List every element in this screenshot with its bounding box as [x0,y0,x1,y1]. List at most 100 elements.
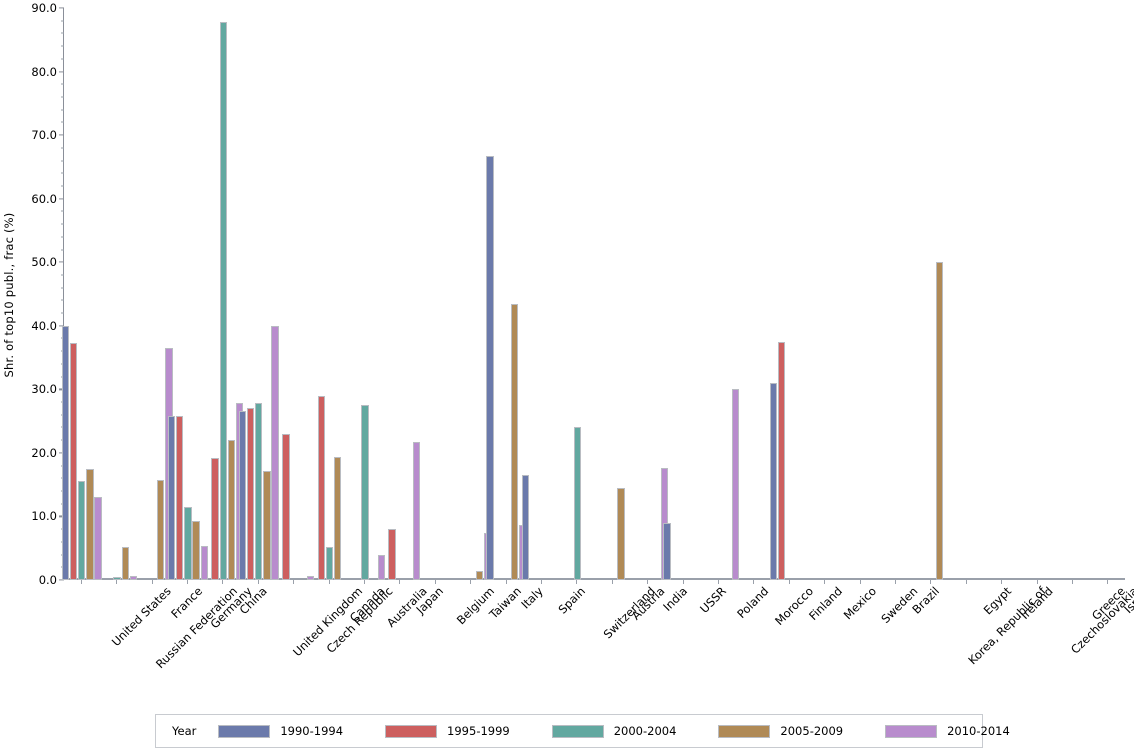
legend-swatch [885,724,938,738]
y-minor-tick-mark [61,160,64,162]
bar[interactable] [211,457,219,580]
x-tick-mark [116,580,118,584]
bar[interactable] [663,522,671,580]
y-axis-title: Shr. of top10 publ., frac (%) [2,212,16,378]
bar[interactable] [238,410,247,580]
bar[interactable] [325,546,334,580]
legend-label: 2000-2004 [613,724,677,738]
x-tick-mark [894,580,896,584]
bar[interactable] [388,529,396,580]
bar[interactable] [61,325,70,580]
bar[interactable] [129,576,138,580]
legend-item[interactable]: 2010-2014 [885,724,1052,738]
bar[interactable] [769,382,778,580]
y-tick-label: 60.0 [31,191,57,206]
bar[interactable] [271,325,279,580]
x-tick-mark [222,580,224,584]
legend-title: Year [172,724,197,738]
x-tick-mark [80,580,82,584]
bar[interactable] [306,575,315,580]
bar[interactable] [254,402,263,580]
x-tick-label: India [660,584,691,614]
bar[interactable] [361,405,369,580]
x-tick-label: United States [108,584,174,649]
x-tick-mark [1107,580,1109,584]
x-tick-mark [1001,580,1003,584]
bar[interactable] [777,341,786,580]
y-tick-mark [59,198,64,200]
bar[interactable] [121,546,130,580]
x-tick-mark [328,580,330,584]
y-tick-label: 50.0 [31,255,57,270]
bar[interactable] [94,497,102,580]
y-minor-tick-mark [61,249,64,250]
y-minor-tick-mark [61,20,64,22]
bar[interactable] [77,480,86,580]
x-tick-mark [293,580,295,584]
legend-swatch [385,724,438,738]
x-tick-mark [1071,580,1073,584]
bar[interactable] [113,577,121,580]
x-tick-label: Belgium [453,584,497,628]
y-minor-tick-mark [61,147,64,149]
x-tick-mark [824,580,826,584]
x-tick-mark [434,580,436,584]
x-axis-line [64,578,1125,580]
bar[interactable] [333,456,342,580]
legend-swatch [551,724,604,738]
legend-item[interactable]: 1995-1999 [385,724,552,738]
bar[interactable] [246,408,255,580]
y-tick-mark [59,261,64,263]
bar[interactable] [86,468,94,580]
y-tick-label: 10.0 [31,509,57,524]
bar[interactable] [219,21,228,580]
bar[interactable] [573,427,582,580]
bar[interactable] [69,342,78,580]
legend-label: 1990-1994 [280,724,344,738]
bar[interactable] [935,262,944,580]
chart-legend: Year 1990-1994 1995-1999 2000-2004 2005-200… [155,714,1010,748]
bar[interactable] [167,416,176,580]
y-tick-mark [59,7,64,9]
x-axis-labels: United States Russian Federation France Ger… [63,580,1134,704]
bar[interactable] [263,471,271,580]
bar[interactable] [377,555,386,580]
x-tick-mark [363,580,365,584]
y-minor-tick-mark [61,312,64,314]
y-minor-tick-mark [61,172,64,174]
x-tick-label: Italy [517,584,546,612]
bar[interactable] [156,480,165,580]
x-tick-mark [399,580,401,584]
y-minor-tick-mark [61,236,64,238]
y-tick-label: 40.0 [31,318,57,333]
x-tick-label: Morocco [772,584,817,628]
y-minor-tick-mark [61,274,64,276]
legend-swatch [218,724,271,738]
bar[interactable] [184,506,192,580]
legend-item[interactable]: 1990-1994 [218,724,385,738]
y-minor-tick-mark [61,58,64,60]
bar[interactable] [175,416,184,580]
bar[interactable] [617,487,625,580]
bar[interactable] [282,433,290,580]
legend-item[interactable]: 2005-2009 [718,724,885,738]
y-tick-label: 90.0 [31,1,57,15]
bar[interactable] [731,389,740,580]
x-tick-mark [505,580,507,584]
bar[interactable] [521,475,530,580]
x-tick-mark [540,580,542,584]
x-tick-mark [257,580,259,584]
bar[interactable] [475,571,484,580]
bar[interactable] [486,156,494,580]
bar[interactable] [510,304,519,580]
y-minor-tick-mark [61,96,64,98]
bar[interactable] [412,442,421,580]
legend-item[interactable]: 2000-2004 [551,724,719,738]
bar[interactable] [317,396,326,580]
bar[interactable] [192,520,200,580]
bar[interactable] [200,546,209,580]
bar[interactable] [227,439,236,580]
y-tick-mark [59,325,64,327]
legend-label: 2010-2014 [947,724,1010,738]
